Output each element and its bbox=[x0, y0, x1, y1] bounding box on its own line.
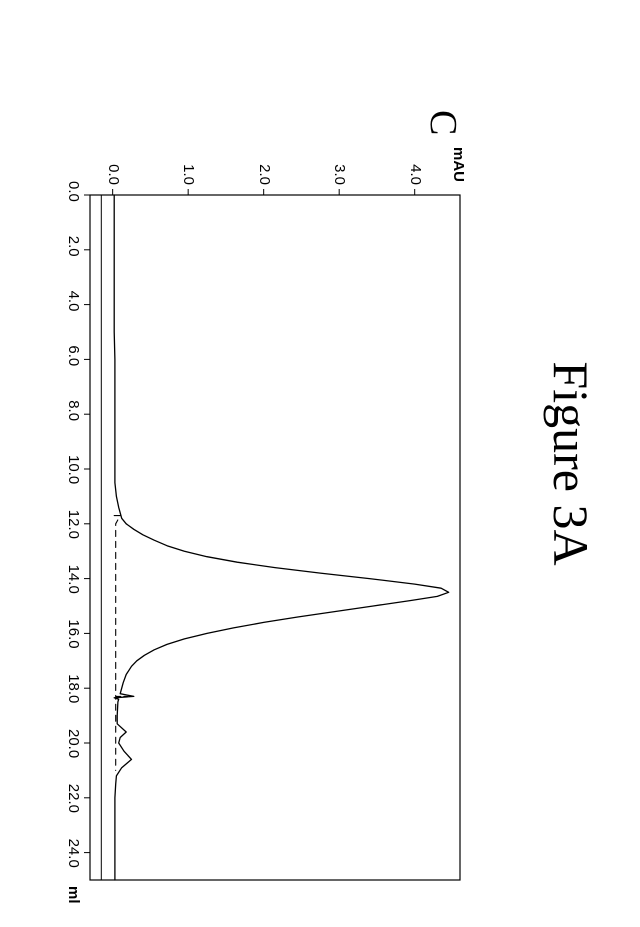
x-tick-label: 10.0 bbox=[65, 455, 82, 484]
x-tick-label: 20.0 bbox=[65, 729, 82, 758]
rotated-canvas: Figure 3A C mAU ml 0.01.02.03.04.0 0.02.… bbox=[0, 0, 640, 927]
x-tick-label: 4.0 bbox=[65, 291, 82, 312]
y-tick-label: 3.0 bbox=[331, 150, 348, 185]
y-tick-label: 0.0 bbox=[105, 150, 122, 185]
x-tick-label: 22.0 bbox=[65, 784, 82, 813]
page-container: Figure 3A C mAU ml 0.01.02.03.04.0 0.02.… bbox=[0, 0, 640, 927]
x-tick-label: 16.0 bbox=[65, 619, 82, 648]
x-tick-label: 2.0 bbox=[65, 236, 82, 257]
y-tick-label: 4.0 bbox=[407, 150, 424, 185]
x-tick-label: 24.0 bbox=[65, 839, 82, 868]
y-tick-label: 2.0 bbox=[256, 150, 273, 185]
x-tick-label: 8.0 bbox=[65, 400, 82, 421]
x-tick-label: 6.0 bbox=[65, 345, 82, 366]
x-tick-label: 18.0 bbox=[65, 674, 82, 703]
x-tick-label: 14.0 bbox=[65, 565, 82, 594]
x-tick-label: 0.0 bbox=[65, 181, 82, 202]
x-tick-label: 12.0 bbox=[65, 510, 82, 539]
y-tick-label: 1.0 bbox=[180, 150, 197, 185]
chromatogram-chart bbox=[0, 0, 640, 927]
